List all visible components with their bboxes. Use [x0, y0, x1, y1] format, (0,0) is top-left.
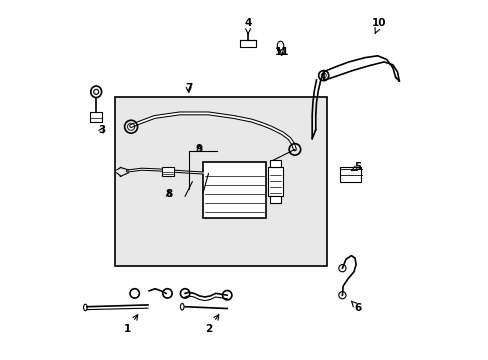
Text: 1: 1: [123, 315, 138, 334]
Text: 5: 5: [351, 162, 361, 172]
Text: 8: 8: [165, 189, 172, 199]
Text: 3: 3: [99, 125, 106, 135]
Bar: [115, 97, 326, 266]
Text: 11: 11: [274, 47, 289, 57]
Bar: [269, 196, 280, 203]
Text: 10: 10: [371, 18, 386, 34]
Text: 9: 9: [196, 144, 203, 154]
Bar: [267, 167, 283, 196]
Bar: [162, 167, 174, 176]
Bar: [90, 112, 102, 122]
Bar: [339, 167, 361, 182]
Bar: [240, 40, 256, 47]
Text: 7: 7: [184, 83, 192, 93]
Text: 4: 4: [244, 18, 251, 34]
Bar: [269, 160, 280, 167]
Text: 2: 2: [204, 315, 218, 334]
Bar: [203, 162, 265, 218]
Text: 6: 6: [350, 301, 361, 313]
